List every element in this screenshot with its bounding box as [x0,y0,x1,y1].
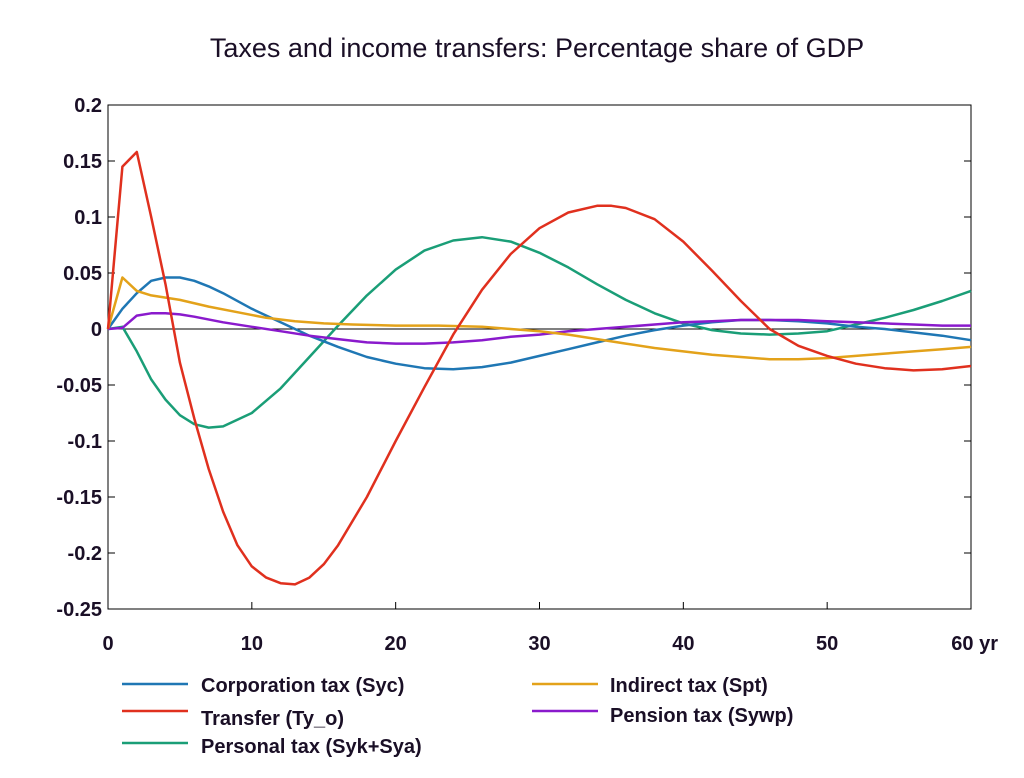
x-tick-label: 30 [528,633,550,655]
chart-series-lines [106,150,972,586]
legend-label: Pension tax (Sywp) [610,705,793,727]
x-tick-label: 50 [816,633,838,655]
legend-label: Indirect tax (Spt) [610,675,768,697]
series-line [106,150,972,586]
x-tick-label: 20 [385,633,407,655]
x-tick-label: 10 [241,633,263,655]
series-line [106,276,972,361]
y-tick-label: -0.15 [56,487,102,509]
series-line [107,235,972,429]
series-line [106,276,972,371]
y-tick-label: 0.1 [74,207,102,229]
y-tick-label: 0.2 [74,95,102,117]
y-tick-label: -0.05 [56,375,102,397]
chart-axes: 0.20.150.10.050-0.05-0.1-0.15-0.2-0.250 1… [56,95,998,655]
x-tick-label: 0 [102,633,113,655]
y-tick-label: 0 [91,319,102,341]
legend-label: Personal tax (Syk+Sya) [201,736,422,758]
y-tick-label: -0.2 [68,543,102,565]
y-tick-label: -0.1 [68,431,102,453]
series-line [107,312,971,345]
legend-label: Transfer (Ty_o) [201,708,344,730]
y-tick-label: 0.15 [63,151,102,173]
y-tick-label: 0.05 [63,263,102,285]
chart-title: Taxes and income transfers: Percentage s… [210,33,864,63]
legend-label: Corporation tax (Syc) [201,675,404,697]
y-tick-label: -0.25 [56,599,102,621]
x-tick-label: 60 yr [951,633,998,655]
chart-legend: Corporation tax (Syc) Transfer (Ty_o) Pers… [122,675,793,758]
x-tick-label: 40 [672,633,694,655]
